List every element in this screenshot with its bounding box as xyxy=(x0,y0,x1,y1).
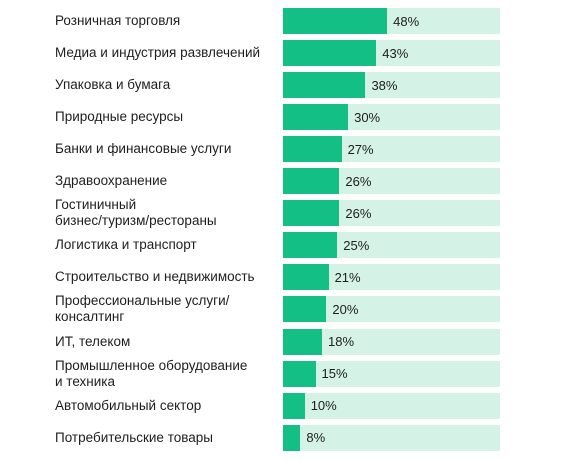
bar-row: Банки и финансовые услуги 27% xyxy=(0,136,581,163)
bar xyxy=(283,232,338,259)
bar-track: 20% xyxy=(283,296,500,323)
bar-track: 48% xyxy=(283,8,500,34)
bar-row: Здравоохранение 26% xyxy=(0,168,581,195)
category-label: Природные ресурсы xyxy=(55,109,184,125)
bar xyxy=(283,264,329,291)
bar-row: Гостиничный бизнес/туризм/рестораны 26% xyxy=(0,197,581,229)
category-label: Логистика и транспорт xyxy=(55,237,197,253)
category-label: Строительство и недвижимость xyxy=(55,269,255,285)
bar-row: Строительство и недвижимость 21% xyxy=(0,264,581,291)
value-label: 10% xyxy=(310,398,337,414)
bar-track: 26% xyxy=(283,168,500,195)
value-label: 15% xyxy=(321,366,348,382)
bar-row: Природные ресурсы 30% xyxy=(0,104,581,131)
bar-row: Медиа и индустрия развлечений 43% xyxy=(0,40,581,67)
bar-track: 10% xyxy=(283,392,500,419)
bar xyxy=(283,40,377,67)
category-label: Медиа и индустрия развлечений xyxy=(55,45,261,61)
bar xyxy=(283,136,342,163)
category-label: Здравоохранение xyxy=(55,173,168,189)
category-label: Профессиональные услуги/ консалтинг xyxy=(55,293,230,325)
category-label: Гостиничный бизнес/туризм/рестораны xyxy=(55,197,217,229)
bar-track: 26% xyxy=(283,200,500,227)
value-label: 18% xyxy=(328,334,355,349)
bar xyxy=(283,296,327,323)
bar-track: 15% xyxy=(283,360,500,387)
bar-row: Логистика и транспорт 25% xyxy=(0,232,581,259)
category-label: ИТ, телеком xyxy=(55,333,131,349)
value-label: 48% xyxy=(393,13,420,29)
category-label: Промышленное оборудование и техника xyxy=(55,357,248,389)
bar-track: 43% xyxy=(283,40,500,67)
bar xyxy=(283,424,301,451)
bar xyxy=(283,104,349,131)
bar-track: 27% xyxy=(283,136,500,163)
value-label: 30% xyxy=(354,109,381,125)
category-label: Потребительские товары xyxy=(55,429,213,445)
category-label: Розничная торговля xyxy=(55,13,181,28)
bar-track: 38% xyxy=(283,72,500,99)
value-label: 8% xyxy=(306,430,326,446)
bar-row: Потребительские товары 8% xyxy=(0,424,581,451)
value-label: 20% xyxy=(332,301,359,317)
bar xyxy=(283,168,340,195)
bar xyxy=(283,360,316,387)
value-label: 26% xyxy=(345,173,372,189)
value-label: 27% xyxy=(347,141,374,157)
bar-row: ИТ, телеком 18% xyxy=(0,328,581,355)
value-label: 21% xyxy=(334,269,361,285)
bar xyxy=(283,72,366,99)
value-label: 38% xyxy=(371,77,398,93)
bar-track: 25% xyxy=(283,232,500,259)
bar xyxy=(283,200,340,227)
category-label: Упаковка и бумага xyxy=(55,77,171,93)
category-label: Банки и финансовые услуги xyxy=(55,141,232,157)
value-label: 26% xyxy=(345,205,372,221)
bar xyxy=(283,392,305,419)
value-label: 25% xyxy=(343,237,370,253)
category-label: Автомобильный сектор xyxy=(55,397,202,413)
bar-row: Упаковка и бумага 38% xyxy=(0,72,581,99)
bar xyxy=(283,8,388,34)
bar-row: Профессиональные услуги/ консалтинг 20% xyxy=(0,293,581,325)
value-label: 43% xyxy=(382,45,409,61)
bar-track: 18% xyxy=(283,328,500,355)
bar-row: Розничная торговля 48% xyxy=(0,8,581,34)
bar-track: 8% xyxy=(283,424,500,451)
bar xyxy=(283,328,323,355)
bar-track: 21% xyxy=(283,264,500,291)
bar-row: Автомобильный сектор 10% xyxy=(0,392,581,419)
bar-track: 30% xyxy=(283,104,500,131)
bar-row: Промышленное оборудование и техника 15% xyxy=(0,357,581,389)
